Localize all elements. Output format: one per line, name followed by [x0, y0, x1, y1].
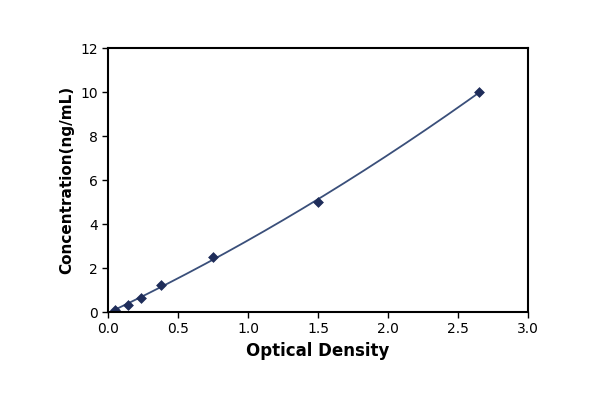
X-axis label: Optical Density: Optical Density [247, 342, 389, 360]
Y-axis label: Concentration(ng/mL): Concentration(ng/mL) [59, 86, 74, 274]
Point [208, 254, 218, 260]
Point [156, 281, 166, 288]
Point [313, 199, 323, 205]
Point [136, 295, 146, 302]
Point [474, 89, 484, 95]
Point [123, 302, 133, 308]
Point [110, 307, 119, 314]
